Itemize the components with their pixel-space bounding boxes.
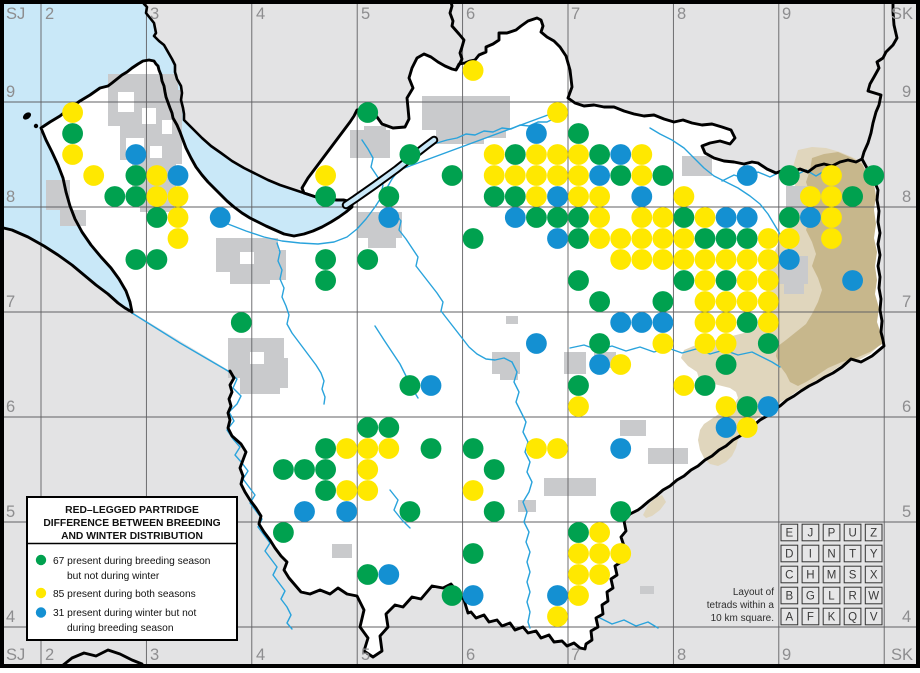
svg-text:4: 4 — [256, 646, 265, 664]
svg-text:8: 8 — [677, 646, 686, 664]
svg-text:7: 7 — [571, 5, 580, 23]
svg-text:SK: SK — [891, 5, 913, 23]
svg-text:B: B — [785, 591, 793, 603]
svg-text:H: H — [806, 570, 814, 582]
svg-text:DIFFERENCE BETWEEN BREEDING: DIFFERENCE BETWEEN BREEDING — [43, 518, 220, 529]
svg-text:7: 7 — [902, 293, 911, 311]
svg-text:Layout of: Layout of — [733, 587, 774, 598]
svg-text:3: 3 — [150, 646, 159, 664]
svg-text:F: F — [807, 612, 814, 624]
svg-text:I: I — [809, 549, 812, 561]
svg-text:5: 5 — [361, 646, 370, 664]
svg-text:K: K — [828, 612, 836, 624]
svg-text:during breeding season: during breeding season — [67, 623, 173, 634]
svg-text:8: 8 — [677, 5, 686, 23]
svg-text:2: 2 — [45, 5, 54, 23]
svg-text:10 km square.: 10 km square. — [711, 613, 774, 624]
svg-text:U: U — [848, 528, 856, 540]
svg-text:T: T — [849, 549, 856, 561]
svg-text:9: 9 — [6, 83, 15, 101]
svg-text:9: 9 — [902, 83, 911, 101]
svg-text:5: 5 — [902, 503, 911, 521]
svg-text:9: 9 — [782, 646, 791, 664]
svg-text:RED–LEGGED PARTRIDGE: RED–LEGGED PARTRIDGE — [65, 505, 199, 516]
svg-text:G: G — [806, 591, 815, 603]
svg-text:Z: Z — [870, 528, 877, 540]
svg-text:C: C — [785, 570, 793, 582]
svg-text:7: 7 — [6, 293, 15, 311]
svg-text:L: L — [828, 591, 835, 603]
svg-text:P: P — [828, 528, 836, 540]
svg-text:3: 3 — [150, 5, 159, 23]
svg-text:Q: Q — [848, 612, 857, 624]
svg-text:8: 8 — [902, 188, 911, 206]
svg-text:4: 4 — [6, 608, 15, 626]
svg-text:9: 9 — [782, 5, 791, 23]
svg-text:31 present during winter but n: 31 present during winter but not — [53, 608, 196, 619]
svg-text:E: E — [785, 528, 793, 540]
svg-text:R: R — [848, 591, 856, 603]
svg-text:D: D — [785, 549, 793, 561]
svg-text:SK: SK — [891, 646, 913, 664]
svg-text:SJ: SJ — [6, 5, 25, 23]
svg-text:85 present during both seasons: 85 present during both seasons — [53, 589, 196, 600]
svg-text:5: 5 — [361, 5, 370, 23]
svg-text:6: 6 — [466, 646, 475, 664]
svg-text:7: 7 — [571, 646, 580, 664]
svg-text:8: 8 — [6, 188, 15, 206]
svg-text:4: 4 — [256, 5, 265, 23]
svg-text:W: W — [868, 591, 879, 603]
svg-text:AND WINTER DISTRIBUTION: AND WINTER DISTRIBUTION — [61, 531, 203, 542]
svg-text:M: M — [827, 570, 837, 582]
svg-text:6: 6 — [6, 398, 15, 416]
svg-text:2: 2 — [45, 646, 54, 664]
svg-text:5: 5 — [6, 503, 15, 521]
svg-text:Y: Y — [870, 549, 878, 561]
svg-text:but not during winter: but not during winter — [67, 571, 160, 582]
svg-text:tetrads within a: tetrads within a — [707, 600, 775, 611]
svg-text:J: J — [808, 528, 814, 540]
svg-text:67 present during breeding sea: 67 present during breeding season — [53, 556, 210, 567]
svg-text:S: S — [849, 570, 857, 582]
svg-text:A: A — [785, 612, 793, 624]
svg-text:6: 6 — [466, 5, 475, 23]
svg-text:N: N — [827, 549, 835, 561]
svg-text:6: 6 — [902, 398, 911, 416]
svg-text:V: V — [870, 612, 878, 624]
svg-text:X: X — [870, 570, 878, 582]
svg-text:SJ: SJ — [6, 646, 25, 664]
svg-text:4: 4 — [902, 608, 911, 626]
